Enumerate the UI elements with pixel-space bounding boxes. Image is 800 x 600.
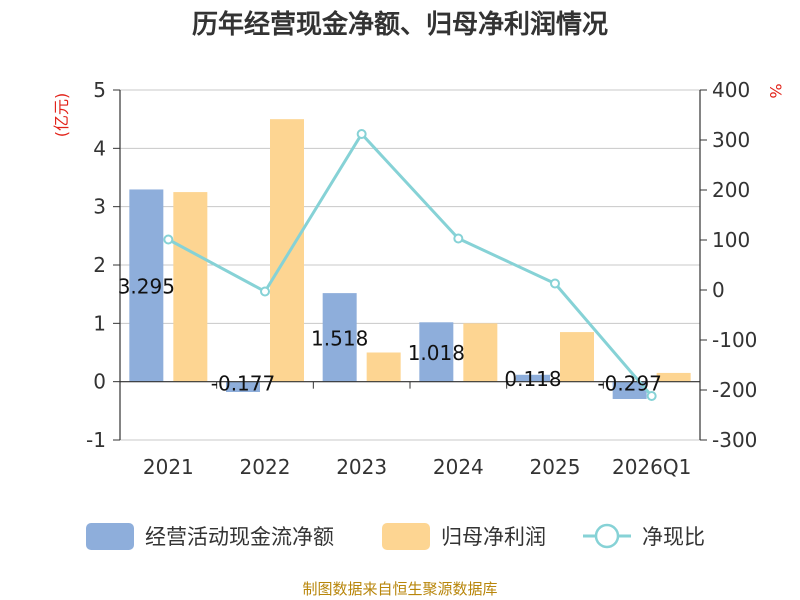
bar-cash-flow [322,293,357,382]
category-label: 2023 [336,455,387,479]
legend-swatch-net-profit [382,523,430,550]
legend-label-ratio: 净现比 [642,525,705,549]
axes: -1 0 1 2 3 4 5 -300 -200 -100 0 100 200 300 400 2021 202… [86,78,757,479]
left-tick-label: 4 [93,136,106,160]
bar-cash-flow [226,381,260,392]
legend-swatch-cash-flow [86,523,134,550]
legend-marker-ratio [594,523,620,549]
right-tick-label: -300 [712,428,757,452]
bar-net-profit [173,192,208,382]
legend-label-net-profit: 归母净利润 [441,525,546,549]
ratio-line-path [167,131,653,397]
ratio-line [163,129,657,401]
legend: 经营活动现金流净额 归母净利润 净现比 [86,523,705,550]
bar-net-profit [463,323,498,382]
left-tick-label: 0 [93,370,106,394]
left-tick-label: 5 [93,78,106,102]
bar-net-profit [366,352,401,382]
ratio-point [646,391,657,401]
data-label-cash-flow: 0.118 [504,367,561,391]
right-tick-label: 0 [712,278,725,302]
right-tick-label: 400 [712,78,750,102]
right-tick-label: 300 [712,128,750,152]
data-labels: 3.295 -0.177 1.518 1.018 0.118 -0.297 [118,275,662,396]
data-label-cash-flow: 1.518 [311,326,368,350]
category-label: 2024 [433,455,484,479]
left-axis-unit: (亿元) [52,93,71,138]
category-label: 2022 [240,455,291,479]
right-tick-label: 100 [712,228,750,252]
left-tick-label: 3 [93,195,106,219]
left-tick-label: 2 [93,253,106,277]
bars [129,119,691,399]
left-tick-label: -1 [86,428,106,452]
category-label: 2026Q1 [612,455,691,479]
right-axis-unit: % [766,83,785,98]
legend-label-cash-flow: 经营活动现金流净额 [145,525,334,549]
bar-cash-flow [129,189,164,382]
bar-cash-flow [612,381,647,399]
chart-title: 历年经营现金净额、归母净利润情况 [192,9,608,40]
bar-cash-flow [419,322,454,382]
left-tick-label: 1 [93,311,106,335]
bar-cash-flow [516,374,550,382]
ratio-point [260,286,270,297]
right-tick-label: -100 [712,328,757,352]
data-label-cash-flow: 1.018 [408,341,465,365]
ratio-point [163,234,174,245]
bar-net-profit [270,119,304,382]
right-tick-label: -200 [712,378,757,402]
data-label-cash-flow: 3.295 [118,275,175,299]
data-label-cash-flow: -0.177 [211,372,275,396]
source-note: 制图数据来自恒生聚源数据库 [302,580,497,598]
category-label: 2025 [530,455,581,479]
bar-net-profit [656,372,691,382]
ratio-point [550,278,560,289]
right-tick-label: 200 [712,178,750,202]
ratio-point [356,129,367,139]
data-label-cash-flow: -0.297 [597,372,661,396]
ratio-point [453,233,464,244]
category-label: 2021 [143,455,194,479]
bar-net-profit [560,332,594,382]
